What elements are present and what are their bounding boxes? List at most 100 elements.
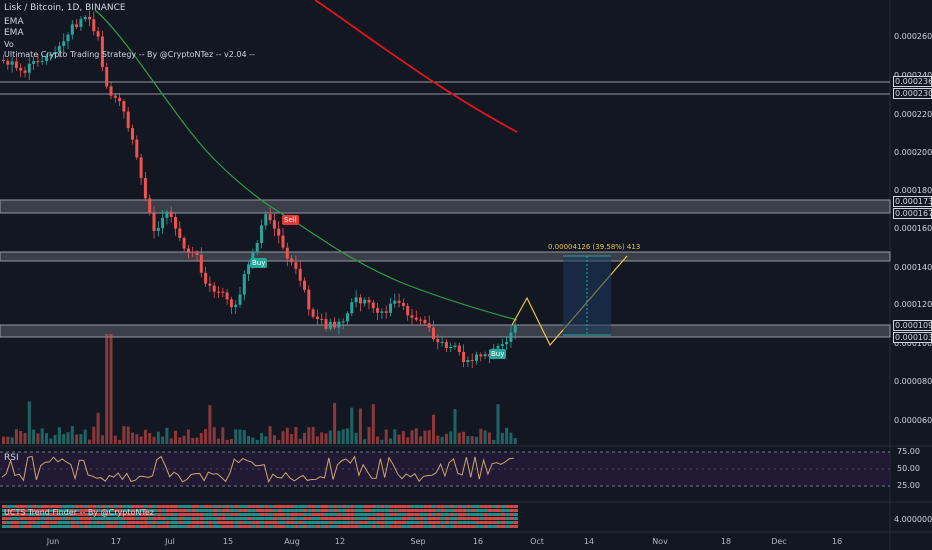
candle-body [32, 61, 36, 64]
trend-cell [483, 521, 488, 524]
candle-body [290, 258, 294, 263]
trend-cell [75, 513, 80, 516]
trend-cell [225, 521, 230, 524]
trend-cell [105, 509, 110, 512]
indicator-ucts[interactable]: Ultimate Crypto Trading Strategy -- By @… [4, 50, 255, 59]
trend-cell [148, 517, 153, 520]
candle-body [449, 347, 453, 349]
trend-cell [281, 517, 286, 520]
indicator-ema-1[interactable]: EMA [4, 17, 24, 27]
trend-cell [281, 525, 286, 528]
trend-title[interactable]: UCTS Trend Finder -- By @CryptoNTez [4, 508, 154, 517]
volume-bar [135, 434, 139, 444]
symbol-title[interactable]: Lisk / Bitcoin, 1D, BINANCE [4, 3, 126, 13]
trend-cell [324, 521, 329, 524]
price-tick: 0.00016000 [894, 224, 932, 233]
trend-cell [350, 521, 355, 524]
trend-cell [135, 517, 140, 520]
candle-body [186, 248, 190, 252]
trend-cell [393, 509, 398, 512]
trend-cell [341, 513, 346, 516]
trend-cell [380, 517, 385, 520]
trend-cell [496, 509, 501, 512]
candle-body [324, 319, 328, 329]
candle-body [410, 315, 414, 318]
volume-bar [328, 430, 332, 444]
trend-cell [410, 517, 415, 520]
candle-body [277, 228, 281, 236]
trend-cell [393, 505, 398, 508]
trend-cell [324, 525, 329, 528]
trend-cell [247, 521, 252, 524]
trend-cell [496, 513, 501, 516]
trend-cell [62, 505, 67, 508]
date-label: 16 [472, 537, 484, 546]
trend-cell [10, 509, 15, 512]
trend-cell [406, 517, 411, 520]
trend-cell [487, 509, 493, 512]
trend-cell [290, 525, 295, 528]
trend-cell [406, 505, 411, 508]
volume-bar [208, 405, 212, 444]
trend-cell [53, 505, 58, 508]
trend-cell [449, 517, 454, 520]
volume-bar [470, 436, 474, 444]
volume-bar [389, 438, 392, 444]
trend-cell [229, 509, 235, 512]
trend-cell [131, 513, 136, 516]
trend-cell [169, 513, 174, 516]
candle-body [260, 225, 263, 243]
volume-bar [100, 435, 104, 444]
trend-cell [397, 509, 402, 512]
trend-cell [165, 521, 170, 524]
trend-cell [449, 505, 454, 508]
trend-cell [225, 525, 230, 528]
volume-bar [62, 434, 66, 444]
trend-cell [152, 525, 157, 528]
trend-cell [315, 509, 321, 512]
candle-body [238, 294, 242, 305]
trend-cell [195, 509, 200, 512]
volume-bar [397, 434, 401, 444]
trend-cell [371, 525, 377, 528]
trend-cell [406, 509, 411, 512]
volume-bar [376, 436, 380, 444]
trend-cell [156, 517, 162, 520]
volume-bars [2, 334, 517, 444]
trend-cell [290, 513, 295, 516]
candle-body [208, 283, 212, 286]
trend-cell [311, 517, 316, 520]
trend-cell [36, 517, 41, 520]
trend-cell [358, 505, 364, 508]
candle-body [2, 60, 5, 61]
candle-body [423, 319, 427, 324]
rsi-title[interactable]: RSI [4, 453, 19, 463]
candle-body [350, 302, 354, 314]
candle-body [100, 36, 104, 68]
trend-cell [139, 505, 144, 508]
rsi-level: 25.00 [897, 481, 920, 490]
trend-cell [191, 525, 196, 528]
trend-cell [225, 509, 230, 512]
trend-cell [350, 525, 355, 528]
trend-cell [6, 521, 11, 524]
trend-cell [281, 521, 286, 524]
trend-cell [27, 513, 33, 516]
indicator-vol[interactable]: Vo [4, 40, 14, 49]
indicator-ema-2[interactable]: EMA [4, 28, 24, 38]
trend-cell [393, 525, 398, 528]
trend-cell [462, 509, 467, 512]
candle-body [483, 354, 487, 357]
trend-cell [371, 509, 377, 512]
trend-cell [496, 521, 501, 524]
trend-cell [277, 525, 282, 528]
trend-cell [53, 517, 58, 520]
trend-cell [384, 509, 389, 512]
volume-bar [109, 334, 113, 444]
trend-cell [440, 513, 445, 516]
candle-body [225, 292, 229, 300]
measurement-label: 0.00004126 (39.58%) 413 [548, 243, 641, 251]
trend-cell [505, 517, 510, 520]
trend-cell [328, 505, 334, 508]
